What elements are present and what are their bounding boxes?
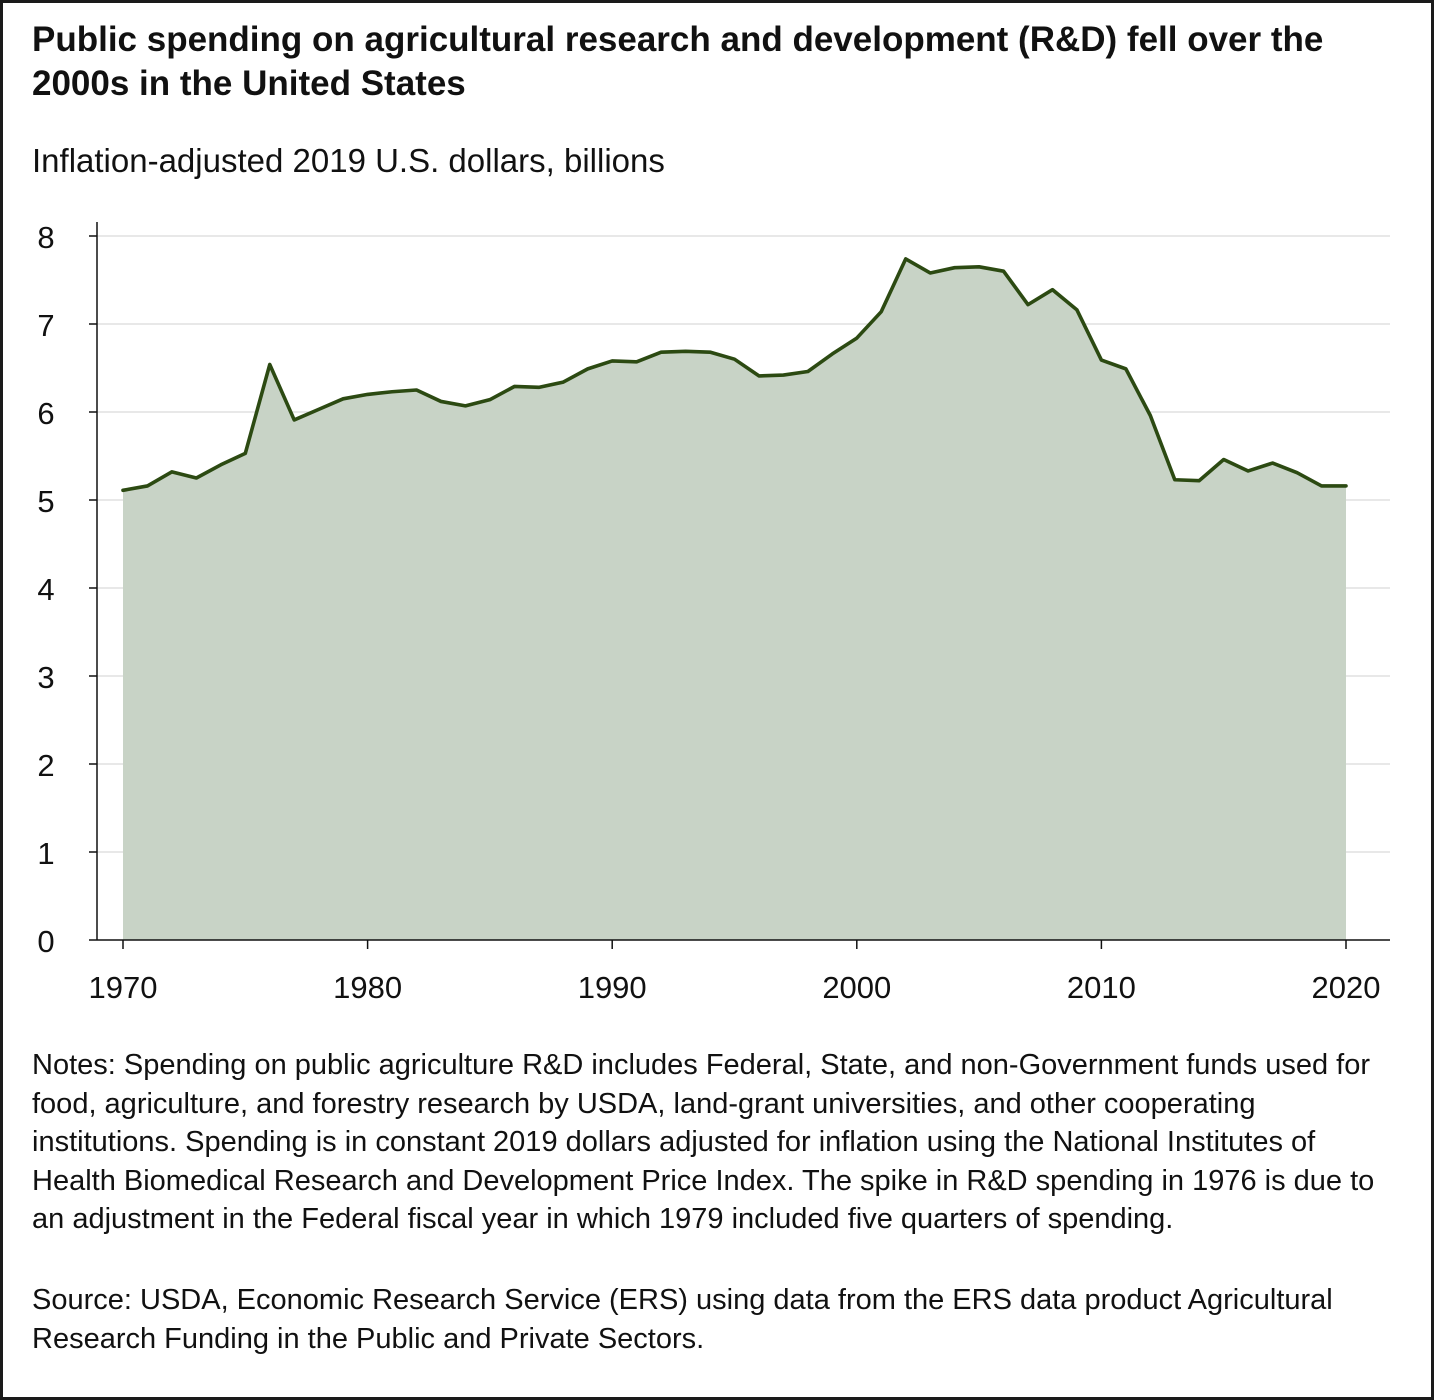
y-tick-label: 8 [37, 220, 54, 255]
y-tick-label: 2 [37, 748, 54, 783]
x-tick-label: 1970 [89, 970, 158, 1005]
x-tick-label: 1990 [578, 970, 647, 1005]
chart-source: Source: USDA, Economic Research Service … [32, 1284, 1333, 1355]
chart-notes: Notes: Spending on public agriculture R&… [32, 1049, 1375, 1235]
chart-title: Public spending on agricultural research… [32, 20, 1324, 103]
y-tick-label: 1 [37, 836, 54, 871]
y-tick-label: 3 [37, 660, 54, 695]
x-tick-label: 2020 [1312, 970, 1381, 1005]
series-area-fill [123, 258, 1346, 940]
chart-subtitle: Inflation-adjusted 2019 U.S. dollars, bi… [32, 142, 665, 179]
y-tick-label: 5 [37, 484, 54, 519]
x-tick-label: 1980 [333, 970, 402, 1005]
y-tick-label: 6 [37, 396, 54, 431]
x-tick-label: 2000 [822, 970, 891, 1005]
y-tick-label: 0 [37, 924, 54, 959]
axes [89, 222, 1390, 949]
x-tick-labels: 1970 1980 1990 2000 2010 2020 [89, 970, 1381, 1005]
area-chart: 0 1 2 3 4 5 6 7 8 1970 1980 1990 2000 2010 2020 [37, 220, 1390, 1005]
y-tick-labels: 0 1 2 3 4 5 6 7 8 [37, 220, 54, 959]
y-tick-label: 7 [37, 308, 54, 343]
area-layer [121, 257, 1348, 940]
series-line [121, 257, 1348, 493]
x-tick-label: 2010 [1067, 970, 1136, 1005]
y-tick-label: 4 [37, 572, 54, 607]
